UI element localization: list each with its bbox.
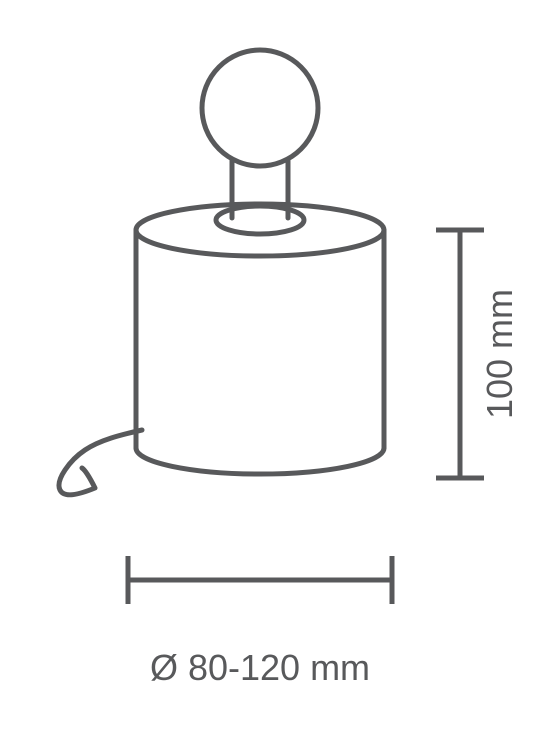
drawing-canvas	[0, 0, 552, 736]
height-dimension-label: 100 mm	[479, 289, 521, 419]
lamp-diagram: 100 mm Ø 80-120 mm	[0, 0, 552, 736]
diameter-dimension-label: Ø 80-120 mm	[150, 647, 370, 689]
